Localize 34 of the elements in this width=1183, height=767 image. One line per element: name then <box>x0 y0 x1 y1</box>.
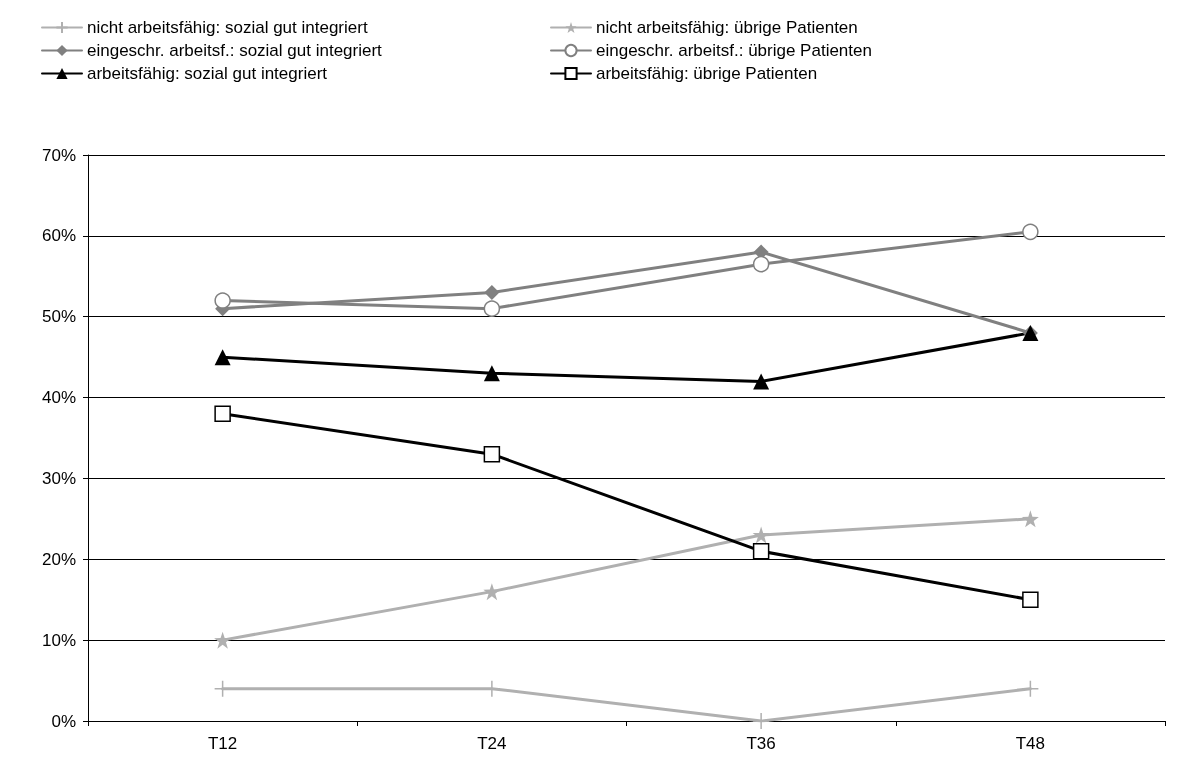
legend-label: nicht arbeitsfähig: übrige Patienten <box>596 18 858 37</box>
legend-label: arbeitsfähig: übrige Patienten <box>596 64 818 83</box>
point <box>214 405 231 422</box>
x-tick-label: T12 <box>207 734 238 753</box>
y-tick-label: 20% <box>41 549 76 569</box>
y-tick-label: 50% <box>41 307 76 327</box>
point <box>752 542 770 560</box>
point <box>1022 591 1039 608</box>
point <box>484 284 500 300</box>
y-tick-label: 70% <box>41 145 76 165</box>
point <box>1022 223 1039 241</box>
y-tick-label: 40% <box>41 388 76 408</box>
point <box>214 292 231 309</box>
point <box>752 712 770 730</box>
point <box>1021 510 1039 528</box>
point <box>483 445 501 463</box>
legend-label: eingeschr. arbeitsf.: übrige Patienten <box>596 41 872 60</box>
point <box>483 583 501 601</box>
legend-label: eingeschr. arbeitsf.: sozial gut integriert <box>87 41 383 60</box>
legend-label: arbeitsfähig: sozial gut integriert <box>87 64 328 83</box>
point <box>214 349 231 366</box>
y-tick-label: 0% <box>51 711 76 731</box>
point <box>752 255 770 273</box>
x-tick-label: T24 <box>477 734 507 753</box>
x-tick-label: T36 <box>746 734 776 753</box>
point <box>483 300 501 317</box>
point <box>752 526 770 544</box>
legend-label: nicht arbeitsfähig: sozial gut integriert <box>87 18 368 37</box>
point <box>483 365 500 382</box>
y-tick-label: 30% <box>41 468 76 488</box>
x-tick-label: T48 <box>1015 734 1046 753</box>
y-tick-label: 10% <box>41 630 76 650</box>
y-tick-label: 60% <box>41 226 76 246</box>
point <box>753 373 770 390</box>
